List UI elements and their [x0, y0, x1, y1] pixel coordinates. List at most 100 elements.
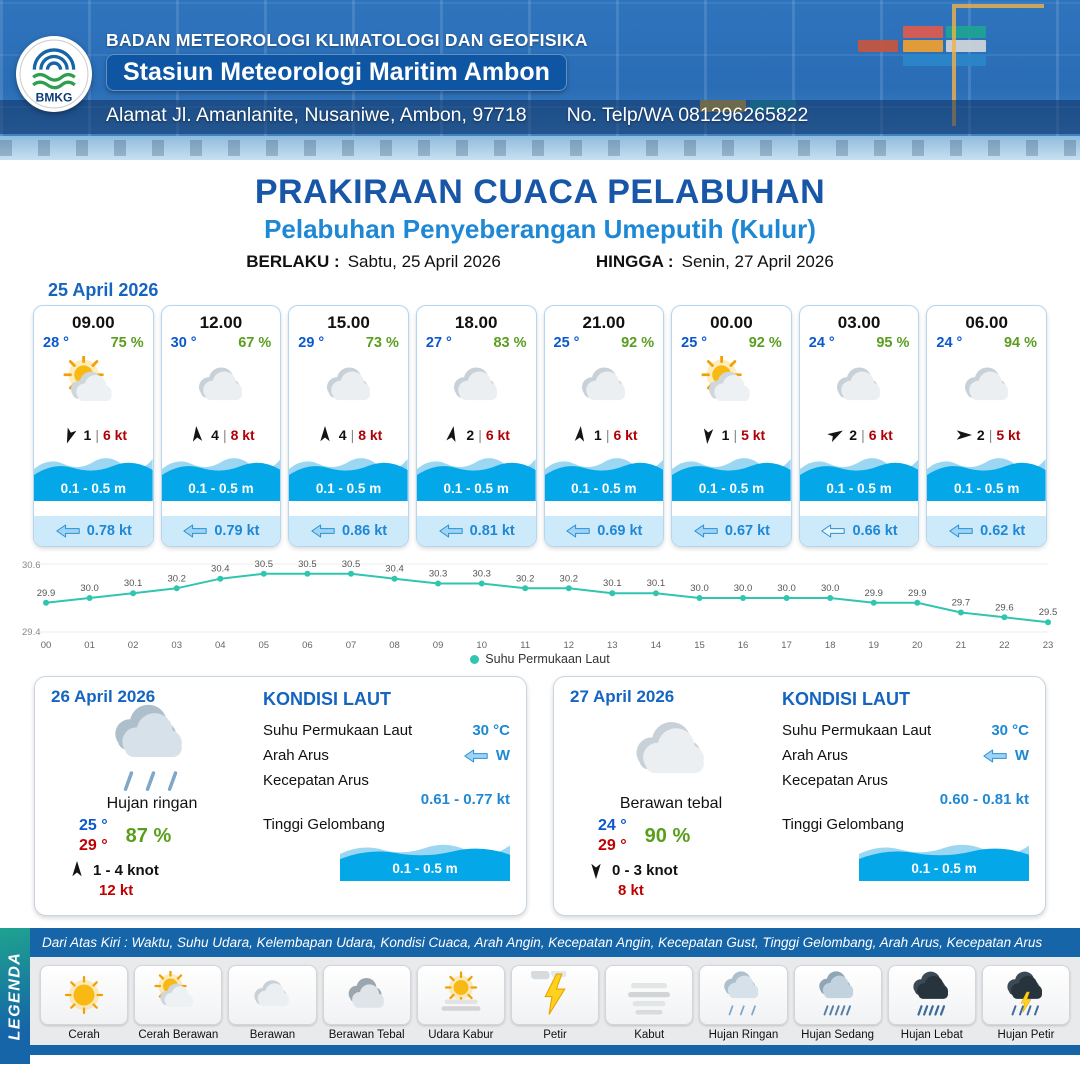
udara-kabur-icon: [441, 971, 481, 1011]
wind-arrow-icon: [574, 425, 585, 442]
current-direction-label: Arah Arus: [262, 747, 329, 764]
chart-legend: Suhu Permukaan Laut: [20, 652, 1060, 666]
current-row: 0.86 kt: [289, 516, 408, 546]
forecast-time: 21.00: [582, 313, 626, 332]
wind-value: 4: [211, 427, 219, 443]
svg-text:30.3: 30.3: [429, 569, 448, 580]
legend-note: Dari Atas Kiri : Waktu, Suhu Udara, Kele…: [30, 928, 1080, 957]
legend-icon-box: [793, 965, 882, 1025]
current-direction-arrow-icon: [565, 523, 591, 539]
svg-text:30.1: 30.1: [603, 578, 622, 589]
day-temp-min: 25 °: [79, 817, 108, 834]
day-wind-range: 0 - 3 knot: [612, 861, 678, 879]
forecast-time: 15.00: [327, 313, 370, 332]
legend-item: Cerah Berawan: [134, 965, 223, 1041]
forecast-time: 00.00: [710, 313, 753, 332]
separator: |: [988, 427, 993, 443]
kabut-icon: [628, 983, 671, 1015]
sea-condition-heading: KONDISI LAUT: [262, 689, 391, 709]
current-arrow-icon: [464, 749, 488, 762]
svg-text:05: 05: [259, 640, 270, 651]
current-arrow-icon: [821, 524, 846, 538]
wind-row: 1 | 5 kt: [672, 421, 791, 449]
day-condition: Berawan tebal: [619, 795, 723, 812]
weather-icon: [672, 351, 791, 421]
day-forecast-card: 27 April 2026 Berawan tebal 24 ° 29 ° 90…: [553, 676, 1046, 916]
wave-height: 0.1 - 0.5 m: [571, 481, 637, 496]
wind-arrow-icon: [72, 860, 82, 877]
current-arrow-icon: [56, 524, 80, 538]
wave-height-label: Tinggi Gelombang: [781, 816, 904, 833]
current-speed: 0.67 kt: [724, 523, 771, 539]
svg-text:16: 16: [738, 640, 749, 651]
current-direction-arrow-icon: [948, 523, 974, 539]
svg-text:17: 17: [781, 640, 792, 651]
svg-text:18: 18: [825, 640, 836, 651]
separator: |: [861, 427, 865, 443]
forecast-time: 18.00: [454, 313, 498, 332]
current-speed: 0.81 kt: [469, 523, 515, 539]
container-box: [858, 40, 898, 52]
humidity: 95 %: [876, 335, 910, 351]
page-title: PRAKIRAAN CUACA PELABUHAN: [254, 173, 826, 211]
humidity: 92 %: [748, 335, 782, 351]
current-direction-value: W: [1014, 747, 1029, 764]
current-direction-arrow-icon: [182, 523, 208, 539]
wind-direction-arrow-icon: [825, 425, 845, 445]
wind-value: 2: [976, 427, 985, 443]
svg-text:30.4: 30.4: [211, 564, 230, 575]
port-name-subtitle: Pelabuhan Penyeberangan Umeputih (Kulur): [264, 214, 816, 244]
wave-height-value: 0.1 - 0.5 m: [911, 861, 977, 876]
day-date: 27 April 2026: [570, 687, 675, 706]
svg-text:12: 12: [564, 640, 575, 651]
svg-text:30.5: 30.5: [255, 559, 274, 570]
svg-text:09: 09: [433, 640, 444, 651]
air-temp: 28 °: [43, 335, 69, 351]
day-weather-icon: [570, 707, 772, 795]
legend-label: Hujan Sedang: [801, 1029, 875, 1041]
wind-speed: 8 kt: [230, 427, 255, 443]
berawan-icon: [636, 721, 704, 774]
forecast-time: 09.00: [72, 313, 115, 332]
current-direction-arrow-icon: [982, 748, 1008, 764]
humidity: 83 %: [493, 335, 527, 351]
hujan-petir-icon: [1007, 971, 1043, 1016]
day-wind-row: 0 - 3 knot: [570, 860, 772, 880]
current-direction-arrow-icon: [820, 523, 846, 539]
wind-arrow-icon: [446, 426, 456, 442]
current-speed: 0.79 kt: [214, 523, 260, 539]
svg-text:20: 20: [912, 640, 923, 651]
crane-illustration: [952, 4, 1044, 126]
humidity: 73 %: [365, 335, 399, 351]
air-temp: 24 °: [808, 335, 835, 351]
svg-text:30.2: 30.2: [560, 573, 579, 584]
svg-text:03: 03: [171, 640, 182, 651]
svg-text:06: 06: [302, 640, 313, 651]
legend-icon-box: [887, 965, 976, 1025]
svg-text:30.3: 30.3: [472, 569, 491, 580]
forecast-card: 06.00 24 ° 94 % 2 | 5 kt 0.1 - 0.5 m 0.6…: [926, 305, 1047, 547]
wave-height: 0.1 - 0.5 m: [188, 481, 254, 496]
separator: |: [95, 427, 99, 443]
wave-height: 0.1 - 0.5 m: [315, 481, 382, 496]
wave-graphic-icon: [34, 458, 153, 501]
day-weather-icon: [51, 704, 253, 795]
address-text: Alamat Jl. Amanlanite, Nusaniwe, Ambon, …: [106, 104, 527, 126]
container-box: [946, 40, 986, 52]
daily-forecast-row: 26 April 2026 Hujan ringan 25 ° 29 ° 87 …: [34, 676, 1046, 916]
current-speed: 0.66 kt: [852, 523, 898, 539]
current-arrow-icon: [694, 524, 718, 538]
cerah-berawan-icon: [63, 356, 112, 402]
current-direction-arrow-icon: [310, 523, 336, 539]
air-temp: 29 °: [298, 335, 325, 351]
berlaku-label: BERLAKU :: [246, 252, 340, 271]
current-speed-value: 0.60 - 0.81 kt: [939, 791, 1029, 808]
forecast-card: 09.00 28 ° 75 % 1 | 6 kt 0.1 - 0.5 m 0.7…: [33, 305, 154, 547]
station-name: Stasiun Meteorologi Maritim Ambon: [106, 54, 567, 91]
current-row: 0.66 kt: [799, 516, 919, 546]
wind-speed: 5 kt: [996, 427, 1021, 443]
weather-icon: [800, 351, 919, 421]
wind-row: 4 | 8 kt: [162, 421, 281, 449]
wave-graphic-icon: [859, 844, 1029, 881]
day-humidity: 87 %: [125, 824, 172, 847]
